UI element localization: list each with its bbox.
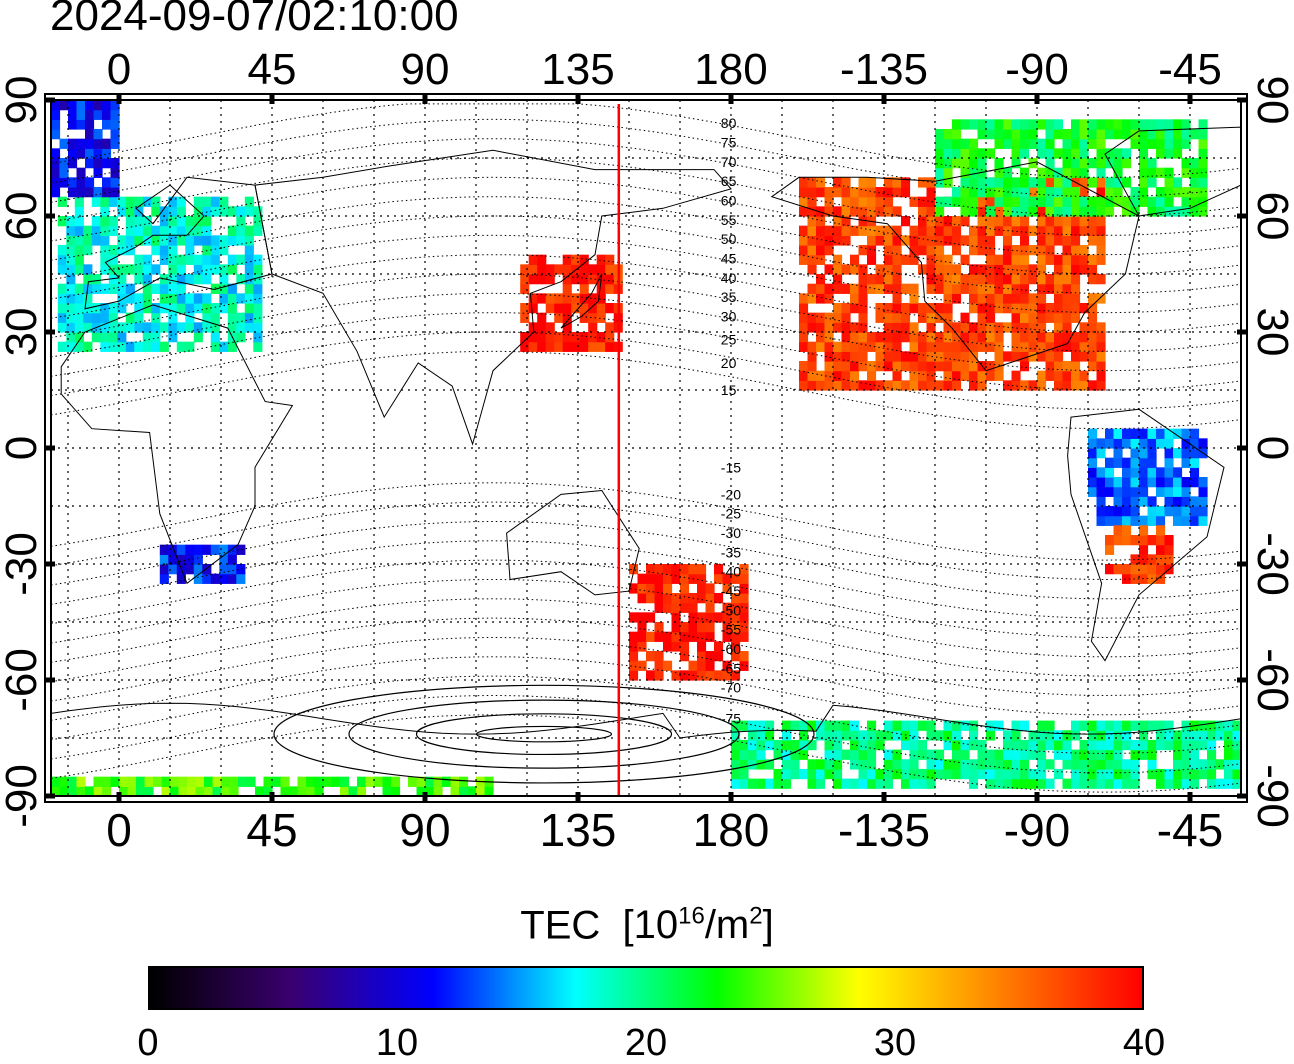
contour-label: -70	[721, 680, 741, 696]
lat-tick-left: -30	[0, 532, 46, 596]
coastline	[506, 489, 640, 596]
contour-label: -75	[721, 711, 741, 727]
timestamp: 2024-09-07/02:10:00	[50, 0, 459, 40]
coastline	[1104, 126, 1241, 217]
lat-tick-left: 0	[0, 436, 46, 460]
lon-tick-bottom: 180	[693, 804, 770, 856]
coastline	[560, 273, 603, 329]
tec-region-antarctica-coast	[731, 720, 1241, 789]
coastline-antarctica	[51, 702, 1241, 739]
lon-tick-top: 45	[248, 45, 297, 94]
tec-map: 80 75 70 65 60 55 50 45 40 35 30 25 20 15 -15 -20 -25 -30…	[0, 45, 1294, 856]
lon-tick-top: -135	[840, 45, 928, 94]
contour-label: -25	[721, 506, 741, 522]
contour-label: -60	[721, 641, 741, 657]
colorbar-title-label: TEC	[520, 903, 601, 948]
colorbar-tick-label: 20	[624, 1022, 668, 1064]
lon-tick-bottom: -90	[1004, 804, 1070, 856]
coastline	[84, 176, 273, 310]
contour-label: 70	[721, 154, 737, 170]
contour-label: -65	[721, 660, 741, 676]
contour-label: 40	[721, 270, 737, 286]
contour-label: -45	[721, 583, 741, 599]
contour-label: 50	[721, 231, 737, 247]
coastline	[60, 304, 294, 585]
contour-label: 60	[721, 193, 737, 209]
lon-tick-bottom: 135	[540, 804, 617, 856]
lon-tick-bottom: 0	[106, 804, 132, 856]
tec-region-south-america-mid	[1105, 525, 1174, 584]
lon-tick-top: 135	[541, 45, 614, 94]
contour-label: 20	[721, 355, 737, 371]
contour-label: 30	[721, 309, 737, 325]
tec-region-north-atlantic	[51, 100, 120, 198]
lon-tick-top: -45	[1158, 45, 1222, 94]
lon-tick-bottom: -45	[1157, 804, 1223, 856]
lat-tick-left: 90	[0, 76, 46, 125]
lat-tick-right: -60	[1248, 648, 1294, 712]
contour-label: 80	[721, 115, 737, 131]
tec-region-europe	[57, 196, 263, 352]
tec-region-canada-arctic	[935, 119, 1208, 217]
lon-tick-bottom: 90	[399, 804, 450, 856]
contour-label: 25	[721, 332, 737, 348]
lat-tick-right: 30	[1248, 308, 1294, 357]
lat-tick-right: 60	[1248, 192, 1294, 241]
lat-tick-right: -90	[1248, 764, 1294, 828]
lat-tick-left: -60	[0, 648, 46, 712]
contour-label: -55	[721, 622, 741, 638]
contour-label: 15	[721, 382, 737, 398]
lon-tick-top: 0	[107, 45, 131, 94]
lat-tick-left: 30	[0, 308, 46, 357]
coastline	[1067, 408, 1225, 662]
tec-region-south-africa	[159, 544, 246, 584]
lon-tick-top: 90	[401, 45, 450, 94]
contour-label: -15	[721, 459, 741, 475]
colorbar	[148, 966, 1144, 1010]
contour-label: -40	[721, 564, 741, 580]
contour-label: -50	[721, 602, 741, 618]
tec-region-oceania	[629, 564, 749, 681]
colorbar-tick-label: 30	[873, 1022, 917, 1064]
tec-region-east-asia	[520, 254, 623, 352]
contour-label: -30	[721, 525, 741, 541]
coastline	[770, 161, 1140, 372]
contour-label: 35	[721, 289, 737, 305]
colorbar-tick-label: 10	[375, 1022, 419, 1064]
lat-tick-right: 90	[1248, 76, 1294, 125]
lat-tick-right: 0	[1248, 436, 1294, 460]
contour-label: 55	[721, 212, 737, 228]
lat-tick-left: 60	[0, 192, 46, 241]
lon-tick-top: 180	[694, 45, 767, 94]
lat-tick-right: -30	[1248, 532, 1294, 596]
lon-tick-bottom: -135	[838, 804, 930, 856]
contour-label: 75	[721, 135, 737, 151]
colorbar-tick-label: 40	[1122, 1022, 1166, 1064]
contour-label: -20	[721, 486, 741, 502]
colorbar-unit: [1016/m2]	[622, 903, 774, 948]
contour-label: -35	[721, 544, 741, 560]
lat-tick-left: -90	[0, 764, 46, 828]
colorbar-title: TEC [1016/m2]	[0, 903, 1294, 948]
contour-label: 65	[721, 173, 737, 189]
contour-label: 45	[721, 251, 737, 267]
coastline	[254, 149, 732, 446]
colorbar-tick-label: 0	[137, 1022, 159, 1064]
lon-tick-top: -90	[1005, 45, 1069, 94]
lon-tick-bottom: 45	[246, 804, 297, 856]
